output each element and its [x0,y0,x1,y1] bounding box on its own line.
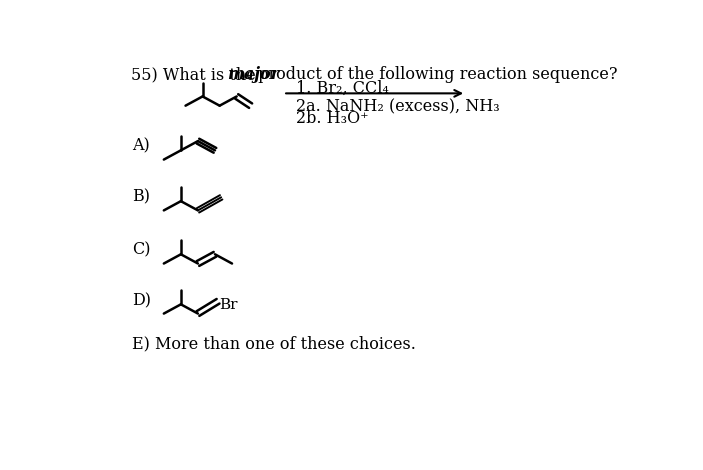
Text: 2a. NaNH₂ (excess), NH₃: 2a. NaNH₂ (excess), NH₃ [295,99,499,116]
Text: product of the following reaction sequence?: product of the following reaction sequen… [253,66,617,83]
Text: D): D) [132,293,151,310]
Text: 55) What is the: 55) What is the [131,66,261,83]
Text: E) More than one of these choices.: E) More than one of these choices. [132,335,416,352]
Text: C): C) [132,241,150,258]
Text: 1. Br₂, CCl₄: 1. Br₂, CCl₄ [295,79,389,96]
Text: A): A) [132,137,150,154]
Text: major: major [226,66,278,83]
Text: Br: Br [219,298,238,312]
Text: B): B) [132,189,150,206]
Text: 2b. H₃O⁺: 2b. H₃O⁺ [295,110,368,127]
